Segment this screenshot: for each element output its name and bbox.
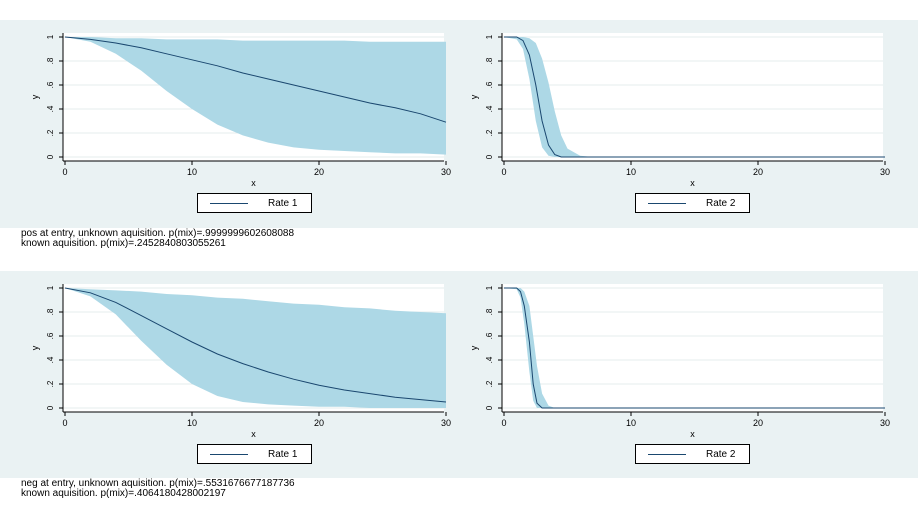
y-tick-label: .2 [46,380,55,387]
y-tick-label: .8 [485,57,494,64]
x-tick-label: 0 [62,167,67,177]
x-axis-title: x [251,429,256,439]
y-tick-label: 0 [485,405,494,410]
x-tick-label: 20 [314,167,324,177]
plot-area [502,284,883,412]
x-tick-label: 0 [501,418,506,428]
caption-top: pos at entry, unknown aquisition. p(mix)… [21,229,294,249]
confidence-band [65,37,446,155]
y-tick-label: .2 [485,129,494,136]
chart-top-left: 0.2.4.6.8 1 0 10 20 30 x y Rate 1 [0,20,459,228]
x-tick-label: 0 [62,418,67,428]
y-tick-label: .4 [485,356,494,363]
x-tick-label: 10 [626,167,636,177]
legend-swatch [210,202,248,204]
legend-label: Rate 1 [268,197,298,209]
series-line [504,287,885,409]
caption-line-2: known aquisition. p(mix)=.24528408030552… [21,238,226,249]
legend-label: Rate 2 [706,448,736,460]
x-axis-title: x [690,429,695,439]
y-tick-label: 1 [46,34,55,39]
y-tick-label: .6 [46,332,55,339]
x-tick-label: 30 [880,418,890,428]
legend: Rate 1 [197,444,312,464]
x-tick-label: 0 [501,167,506,177]
x-axis-title: x [251,178,256,188]
confidence-band [504,37,885,157]
y-tick-label: .2 [485,380,494,387]
legend-label: Rate 1 [268,448,298,460]
y-tick-label: .6 [46,81,55,88]
confidence-band [504,288,885,408]
x-tick-label: 20 [753,418,763,428]
confidence-band [65,288,446,408]
chart-bottom-right: 0.2.4.6.8 1 0 10 20 30 x y Rate 2 [459,271,918,478]
x-tick-label: 20 [753,167,763,177]
series-line [64,36,447,123]
legend: Rate 1 [197,193,312,213]
y-tick-label: .8 [46,308,55,315]
x-tick-label: 10 [187,418,197,428]
x-tick-label: 10 [187,167,197,177]
chart-bottom-left: 0.2.4.6.8 1 0 10 20 30 x y Rate 1 [0,271,459,478]
y-tick-label: .2 [46,129,55,136]
legend: Rate 2 [635,193,750,213]
y-tick-label: 0 [46,154,55,159]
x-tick-label: 10 [626,418,636,428]
y-tick-label: 0 [485,154,494,159]
y-tick-label: .6 [485,81,494,88]
chart-top-right: 0.2.4.6.8 1 0 10 20 30 x y Rate 2 [459,20,918,228]
y-tick-label: .8 [485,308,494,315]
plot-area [502,33,883,161]
y-tick-label: .4 [46,356,55,363]
series-line [504,36,885,158]
series-line [64,287,447,403]
legend-swatch [648,202,686,204]
y-tick-label: .6 [485,332,494,339]
caption-line-1: neg at entry, unknown aquisition. p(mix)… [21,478,295,489]
y-axis-title: y [469,94,479,99]
y-axis-title: y [30,345,40,350]
x-tick-label: 30 [880,167,890,177]
legend-swatch [210,453,248,455]
y-tick-label: .4 [485,105,494,112]
legend-swatch [648,453,686,455]
caption-line-1: pos at entry, unknown aquisition. p(mix)… [21,228,295,239]
legend-label: Rate 2 [706,197,736,209]
x-tick-label: 30 [441,167,451,177]
x-tick-label: 20 [314,418,324,428]
y-tick-label: .4 [46,105,55,112]
caption-line-2: known aquisition. p(mix)=.40641804280021… [21,488,226,499]
y-axis-title: y [469,345,479,350]
y-tick-label: 1 [485,34,494,39]
x-tick-label: 30 [441,418,451,428]
y-tick-label: 0 [46,405,55,410]
y-tick-label: .8 [46,57,55,64]
x-axis-title: x [690,178,695,188]
y-tick-label: 1 [485,285,494,290]
caption-bottom: neg at entry, unknown aquisition. p(mix)… [21,479,295,499]
y-axis-title: y [30,94,40,99]
y-tick-label: 1 [46,285,55,290]
legend: Rate 2 [635,444,750,464]
